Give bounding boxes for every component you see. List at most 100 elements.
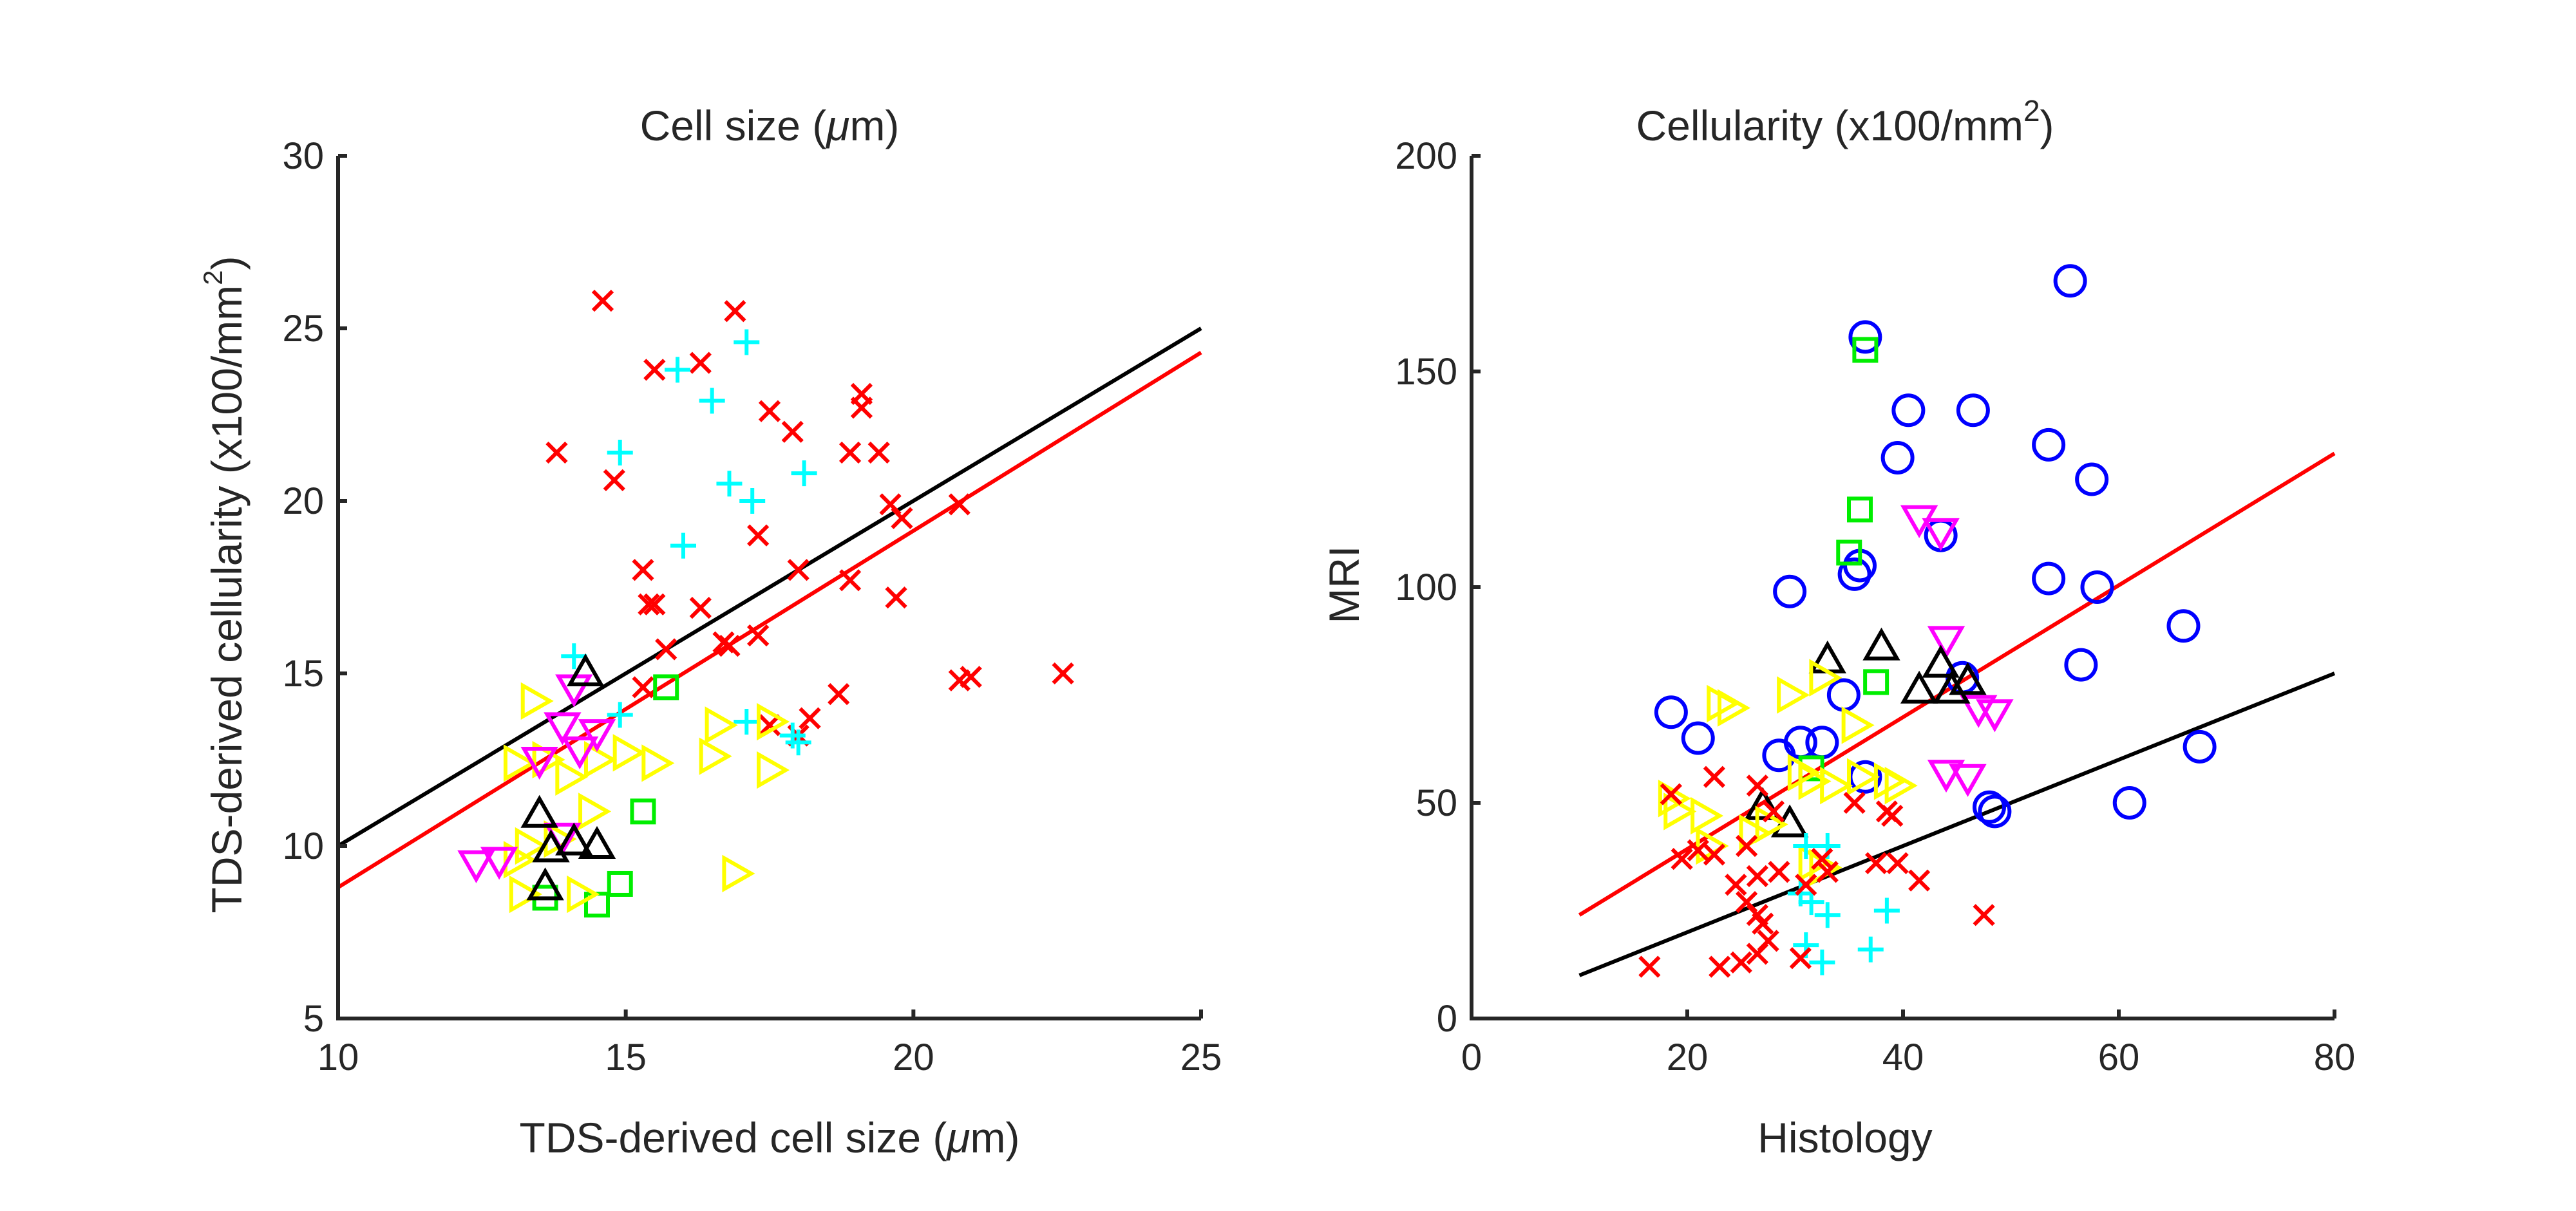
red-x-point [1746, 865, 1769, 888]
magenta-triangle-down-point [1927, 760, 1965, 793]
blue-circle-point [1973, 790, 2006, 824]
y-tick-label: 0 [1437, 998, 1457, 1040]
y-tick-label: 100 [1395, 567, 1457, 608]
yellow-triangle-right-point [612, 734, 646, 772]
red-x-point [1816, 861, 1839, 883]
y-tick-label: 50 [1416, 782, 1457, 824]
yellow-triangle-right-point [1798, 762, 1832, 800]
blue-circle-point [1762, 738, 1796, 773]
cyan-plus-point [734, 709, 760, 735]
yellow-triangle-right-point [699, 737, 732, 775]
red-x-point [1725, 874, 1747, 896]
cyan-plus-point [699, 388, 725, 414]
yellow-triangle-right-point [705, 706, 738, 744]
panel-title: Cell size (μm) [640, 102, 900, 149]
red-x-point [632, 559, 654, 581]
red-x-point [1865, 852, 1888, 874]
cyan-plus-point [607, 702, 633, 728]
y-tick-label: 5 [303, 998, 324, 1040]
red-x-point [781, 420, 804, 443]
red-x-point [643, 359, 666, 381]
yellow-triangle-right-point [509, 875, 542, 914]
blue-circle-point [1978, 794, 2012, 829]
y-tick-label: 10 [282, 825, 324, 867]
red-x-point [689, 597, 712, 619]
yellow-triangle-right-point [532, 740, 565, 779]
red-x-point [1811, 847, 1833, 870]
black-triangle-up-point [526, 867, 564, 901]
red-x-point [799, 707, 821, 729]
black-triangle-up-point [1933, 670, 1971, 704]
blue-circle-point [2166, 609, 2201, 643]
cyan-plus-point [734, 329, 760, 355]
green-square-point [607, 870, 633, 897]
red-x-point [758, 714, 781, 737]
green-square-point [653, 674, 679, 700]
red-x-point [1908, 869, 1931, 892]
red-x-point [850, 397, 873, 419]
x-axis-label: Histology [1757, 1114, 1932, 1161]
magenta-triangle-down-point [457, 850, 495, 883]
blue-circle-point [2183, 729, 2217, 764]
green-square-point [1852, 337, 1879, 363]
blue-circle-point [2053, 264, 2087, 298]
black-triangle-up-point [1744, 787, 1782, 820]
yellow-triangle-right-point [1718, 689, 1751, 727]
blue-circle-point [1654, 695, 1688, 729]
cyan-plus-point [1798, 889, 1824, 915]
blue-circle-point [1880, 441, 1915, 474]
red-x-point [1736, 834, 1758, 858]
red-x-point [1973, 904, 1995, 926]
red-x-point [948, 493, 971, 516]
yellow-triangle-right-point [584, 740, 618, 779]
blue-circle-point [1848, 320, 1882, 354]
x-tick-label: 60 [2098, 1037, 2140, 1078]
yellow-triangle-right-point [1777, 676, 1810, 714]
blue-circle-point [1773, 574, 1807, 608]
axes [1470, 154, 2336, 1020]
yellow-triangle-right-point [515, 827, 548, 865]
red-x-point [1886, 852, 1909, 874]
green-square-point [1836, 540, 1862, 566]
magenta-triangle-down-point [1976, 699, 2014, 733]
y-tick-label: 150 [1395, 351, 1457, 393]
y-axis-label: TDS-derived cellularity (x100/mm2) [198, 256, 251, 914]
cyan-plus-point [665, 357, 691, 383]
red-x-point [960, 666, 982, 688]
yellow-triangle-right-point [1787, 753, 1821, 792]
yellow-triangle-right-point [1847, 758, 1880, 796]
black-triangle-up-point [1900, 670, 1938, 704]
black-triangle-up-point [1862, 627, 1900, 661]
black-fit-line [337, 326, 1202, 848]
magenta-triangle-down-series [1900, 505, 2014, 797]
red-x-point [867, 441, 890, 464]
cyan-plus-point [607, 439, 633, 465]
red-x-point [787, 559, 810, 581]
black-triangle-up-point [520, 794, 558, 828]
cyan-plus-point [1814, 902, 1841, 928]
red-x-point [1703, 765, 1726, 788]
cellularity-panel: Cellularity (x100/mm2) Histology MRI 0 20… [1320, 94, 2355, 1161]
red-x-point [838, 569, 862, 592]
yellow-triangle-right-point [757, 751, 790, 789]
red-x-point [1687, 839, 1709, 861]
black-triangle-up-point [566, 653, 605, 686]
cyan-plus-point [670, 532, 696, 559]
markers [1638, 264, 2217, 978]
black-fit-line [1578, 671, 2336, 977]
y-tick-label: 25 [282, 308, 324, 350]
red-x-point [689, 352, 712, 374]
yellow-triangle-right-point [503, 841, 536, 879]
red-x-series [545, 289, 1074, 747]
tick-group: 0 20 40 60 80 0 50 100 150 200 [1395, 135, 2355, 1078]
black-triangle-up-point [1922, 644, 1960, 678]
red-x-point [1768, 861, 1790, 883]
cyan-plus-point [1809, 949, 1835, 975]
x-axis-label: TDS-derived cell size (μm) [520, 1114, 1020, 1161]
yellow-triangle-right-series [503, 682, 790, 914]
blue-circle-point [2075, 462, 2109, 496]
magenta-triangle-down-point [561, 736, 599, 769]
magenta-triangle-down-point [578, 719, 616, 753]
red-x-point [1881, 804, 1904, 827]
